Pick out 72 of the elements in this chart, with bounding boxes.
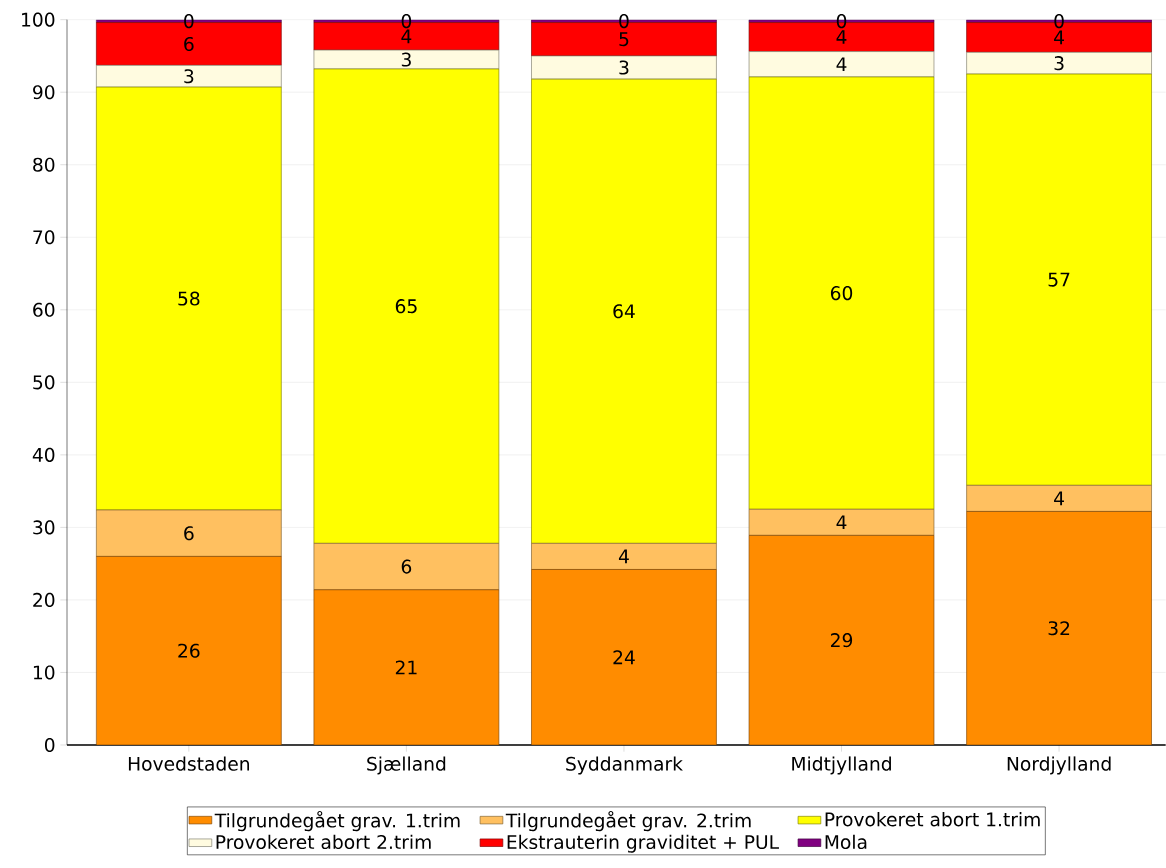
- data-label: 0: [619, 14, 629, 29]
- data-label: 4: [836, 30, 847, 44]
- y-tick-label: 80: [33, 157, 55, 172]
- y-tick-label: 70: [33, 230, 55, 245]
- x-tick-label: Syddanmark: [566, 756, 683, 775]
- bar: [531, 55, 717, 80]
- bar: [748, 51, 935, 78]
- bar: [966, 484, 1152, 512]
- bar: [96, 556, 282, 745]
- data-label: 4: [1054, 30, 1064, 45]
- bar: [966, 73, 1152, 486]
- legend-label: Tilgrundegået grav. 1.trim: [214, 810, 460, 832]
- data-label: 4: [836, 515, 847, 530]
- bar: [748, 535, 935, 745]
- y-tick-label: 40: [32, 447, 55, 462]
- bar: [966, 51, 1152, 75]
- data-label: 3: [1054, 56, 1064, 71]
- bar: [313, 543, 500, 591]
- bar: [96, 509, 282, 557]
- data-label: 60: [830, 286, 853, 301]
- data-label: 4: [836, 57, 847, 72]
- bar: [748, 76, 935, 510]
- legend-label: Provokeret abort 2.trim: [216, 834, 431, 850]
- data-label: 6: [184, 526, 194, 541]
- data-label: 57: [1048, 272, 1070, 287]
- y-tick-label: 20: [33, 592, 55, 607]
- data-label: 0: [401, 14, 412, 29]
- data-label: 24: [613, 650, 635, 665]
- data-label: 6: [401, 559, 412, 574]
- data-label: 4: [618, 549, 629, 564]
- bar: [96, 65, 282, 88]
- x-tick-label: Sjælland: [367, 756, 446, 775]
- data-label: 3: [184, 69, 194, 84]
- bar: [96, 86, 282, 511]
- data-label: 58: [178, 291, 200, 306]
- y-tick-label: 100: [22, 12, 55, 27]
- bar: [748, 508, 935, 536]
- bar: [531, 78, 717, 544]
- data-label: 4: [401, 29, 412, 44]
- data-label: 3: [401, 52, 411, 67]
- y-tick-label: 10: [33, 665, 55, 680]
- data-label: 4: [1054, 491, 1064, 506]
- bar: [313, 589, 500, 745]
- data-label: 0: [836, 14, 847, 29]
- bar: [531, 543, 717, 570]
- y-tick-label: 30: [33, 520, 55, 535]
- data-label: 26: [178, 643, 200, 658]
- x-tick-label: Midtjylland: [792, 756, 891, 775]
- legend-label: Provokeret abort 1.trim: [825, 812, 1040, 827]
- x-tick-label: Hovedstaden: [128, 756, 249, 771]
- bar: [313, 68, 500, 544]
- y-tick-label: 60: [33, 302, 55, 317]
- legend-label: Ekstrauterin graviditet + PUL: [507, 834, 779, 853]
- legend-label: Mola: [825, 834, 867, 850]
- data-label: 21: [395, 660, 417, 675]
- data-label: 3: [619, 60, 629, 75]
- data-label: 0: [184, 14, 194, 29]
- y-tick-label: 50: [33, 375, 55, 390]
- data-label: 64: [613, 304, 635, 319]
- data-label: 29: [831, 633, 853, 648]
- data-label: 6: [184, 36, 194, 52]
- y-tick-label: 90: [33, 85, 55, 100]
- x-tick-label: Nordjylland: [1007, 756, 1111, 775]
- bar: [313, 49, 500, 70]
- bar: [966, 511, 1152, 745]
- data-label: 5: [619, 32, 629, 47]
- bar: [531, 569, 717, 745]
- legend-label: Tilgrundegået grav. 2.trim: [505, 810, 751, 832]
- data-label: 32: [1048, 621, 1070, 636]
- y-tick-label: 0: [44, 737, 55, 753]
- data-label: 0: [1054, 14, 1064, 29]
- data-label: 65: [395, 299, 417, 314]
